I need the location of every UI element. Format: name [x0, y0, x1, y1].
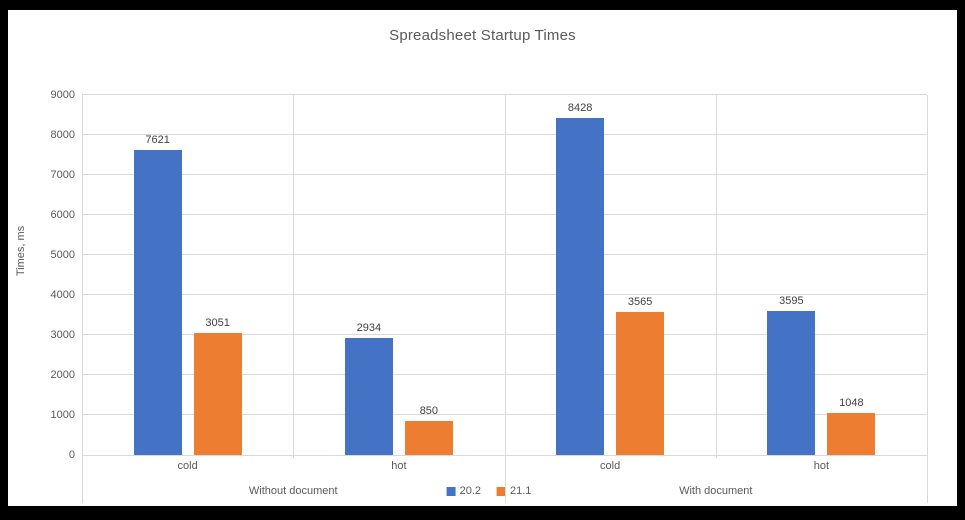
bar-21.1-without-document-cold — [193, 332, 242, 455]
category-tick-3 — [716, 95, 717, 458]
legend-item-series-1: 20.2 — [446, 484, 481, 498]
category-label-3: hot — [813, 460, 830, 472]
bar-label-20.2-without-document-hot: 2934 — [356, 321, 382, 334]
group-divider — [505, 95, 506, 503]
bar-label-21.1-with-document-cold: 3565 — [627, 296, 653, 309]
legend-label-series-2: 21.1 — [510, 485, 532, 497]
bar-20.2-without-document-hot — [344, 337, 393, 455]
y-tick-label-0: 0 — [68, 449, 75, 461]
bar-label-20.2-without-document-cold: 7621 — [145, 134, 170, 147]
y-tick-label-8000: 8000 — [50, 129, 75, 141]
gridline-6000 — [82, 214, 927, 215]
chart-canvas: Spreadsheet Startup Times Times, ms 7621… — [8, 10, 957, 506]
y-tick-label-4000: 4000 — [50, 289, 75, 301]
gridline-7000 — [82, 174, 927, 175]
group-label-0: Without document — [248, 485, 338, 497]
group-label-1: With document — [679, 485, 753, 497]
legend-swatch-series-2 — [497, 486, 506, 496]
y-tick-label-9000: 9000 — [50, 89, 75, 101]
bar-20.2-without-document-cold — [133, 150, 182, 455]
bar-21.1-with-document-cold — [616, 312, 665, 455]
bar-21.1-without-document-hot — [404, 421, 453, 455]
gridline-2000 — [82, 374, 927, 375]
bar-21.1-with-document-hot — [827, 413, 876, 455]
gridline-4000 — [82, 294, 927, 295]
y-tick-label-7000: 7000 — [50, 169, 75, 181]
plot-border-right — [927, 95, 928, 503]
plot-area: 7621 2934 8428 3595 3051 850 3565 1048 — [82, 94, 927, 456]
category-label-1: hot — [391, 460, 407, 472]
bar-label-21.1-without-document-hot: 850 — [419, 405, 439, 417]
gridline-0 — [82, 455, 927, 456]
chart-title: Spreadsheet Startup Times — [389, 27, 576, 44]
y-tick-label-6000: 6000 — [50, 209, 75, 221]
bar-20.2-with-document-hot — [767, 311, 816, 455]
y-tick-label-3000: 3000 — [50, 329, 75, 341]
y-tick-label-5000: 5000 — [50, 249, 75, 261]
plot-border-left — [82, 95, 83, 503]
legend-label-series-1: 20.2 — [459, 485, 481, 497]
y-tick-label-2000: 2000 — [50, 369, 75, 381]
gridline-9000 — [82, 94, 927, 95]
category-label-2: cold — [600, 460, 621, 472]
gridline-8000 — [82, 134, 927, 135]
gridline-1000 — [82, 414, 927, 415]
bar-label-20.2-with-document-hot: 3595 — [779, 295, 804, 308]
legend-swatch-series-1 — [446, 486, 456, 496]
legend: 20.2 21.1 — [446, 484, 531, 498]
bar-20.2-with-document-cold — [556, 117, 605, 455]
gridline-5000 — [82, 254, 927, 255]
gridline-3000 — [82, 334, 927, 335]
y-tick-label-1000: 1000 — [50, 409, 75, 421]
bar-label-21.1-without-document-cold: 3051 — [205, 316, 230, 329]
legend-item-series-2: 21.1 — [497, 484, 531, 498]
bar-label-20.2-with-document-cold: 8428 — [567, 101, 593, 114]
category-label-0: cold — [177, 460, 198, 472]
category-tick-1 — [293, 95, 294, 458]
bar-label-21.1-with-document-hot: 1048 — [839, 397, 864, 410]
y-axis-title: Times, ms — [15, 225, 27, 277]
